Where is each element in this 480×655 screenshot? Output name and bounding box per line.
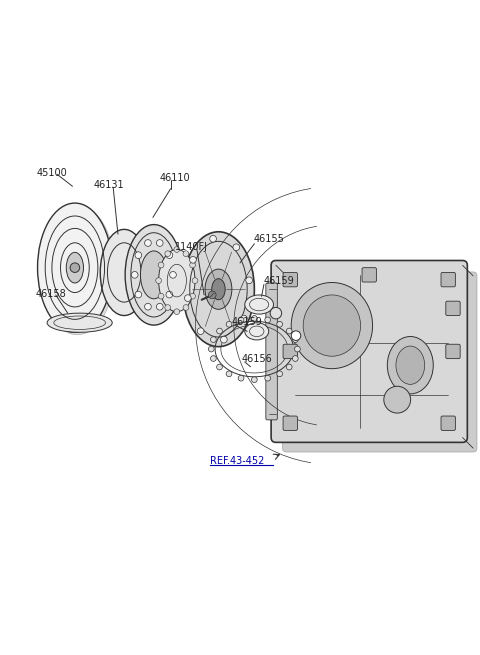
- Circle shape: [277, 371, 283, 377]
- Text: 46159: 46159: [264, 276, 295, 286]
- Circle shape: [169, 272, 176, 278]
- Circle shape: [238, 375, 244, 381]
- Circle shape: [174, 247, 180, 252]
- Circle shape: [165, 305, 170, 310]
- Circle shape: [197, 328, 204, 335]
- FancyBboxPatch shape: [283, 272, 477, 452]
- Circle shape: [295, 346, 300, 352]
- Circle shape: [384, 386, 410, 413]
- Circle shape: [211, 356, 216, 362]
- Circle shape: [158, 293, 164, 299]
- Circle shape: [184, 295, 191, 301]
- Text: 46156: 46156: [241, 354, 272, 364]
- Circle shape: [292, 356, 298, 362]
- Text: 46155: 46155: [253, 234, 284, 244]
- Ellipse shape: [212, 278, 225, 300]
- Circle shape: [135, 291, 142, 298]
- Ellipse shape: [396, 346, 425, 384]
- Circle shape: [220, 336, 227, 343]
- FancyBboxPatch shape: [441, 272, 456, 287]
- Ellipse shape: [100, 229, 148, 316]
- Circle shape: [240, 315, 247, 322]
- Circle shape: [226, 371, 232, 377]
- Circle shape: [287, 328, 292, 334]
- Ellipse shape: [387, 337, 433, 394]
- FancyBboxPatch shape: [271, 261, 468, 442]
- Circle shape: [216, 364, 222, 370]
- Circle shape: [156, 278, 161, 284]
- Circle shape: [190, 293, 195, 299]
- FancyBboxPatch shape: [446, 345, 460, 358]
- Circle shape: [166, 252, 173, 259]
- Circle shape: [216, 328, 222, 334]
- Circle shape: [210, 235, 216, 242]
- FancyBboxPatch shape: [283, 345, 298, 358]
- Ellipse shape: [245, 323, 269, 340]
- Circle shape: [265, 375, 271, 381]
- Ellipse shape: [182, 232, 254, 346]
- FancyBboxPatch shape: [283, 416, 298, 430]
- Circle shape: [165, 251, 170, 257]
- Circle shape: [270, 307, 282, 319]
- Circle shape: [135, 252, 142, 259]
- Circle shape: [277, 322, 283, 327]
- FancyBboxPatch shape: [283, 272, 298, 287]
- Circle shape: [208, 346, 214, 352]
- Circle shape: [246, 277, 252, 284]
- Circle shape: [166, 291, 173, 298]
- Circle shape: [158, 262, 164, 268]
- Text: 46110: 46110: [159, 173, 190, 183]
- Circle shape: [183, 305, 189, 310]
- Ellipse shape: [66, 252, 84, 283]
- Ellipse shape: [40, 206, 115, 335]
- Circle shape: [238, 317, 244, 323]
- Ellipse shape: [303, 295, 360, 356]
- Text: 46158: 46158: [35, 289, 66, 299]
- Circle shape: [233, 244, 240, 251]
- Circle shape: [211, 337, 216, 343]
- Circle shape: [70, 263, 80, 272]
- Circle shape: [132, 272, 138, 278]
- Circle shape: [252, 316, 257, 322]
- Ellipse shape: [125, 225, 182, 325]
- Circle shape: [156, 240, 163, 246]
- Circle shape: [190, 262, 195, 268]
- FancyBboxPatch shape: [441, 416, 456, 430]
- Text: 46131: 46131: [94, 180, 125, 190]
- Text: 45100: 45100: [36, 168, 67, 178]
- Circle shape: [265, 317, 271, 323]
- FancyBboxPatch shape: [266, 283, 277, 420]
- FancyBboxPatch shape: [446, 301, 460, 316]
- Ellipse shape: [291, 282, 372, 369]
- Circle shape: [183, 251, 189, 257]
- FancyBboxPatch shape: [362, 268, 376, 282]
- Circle shape: [208, 291, 216, 299]
- Circle shape: [226, 322, 232, 327]
- Circle shape: [192, 278, 198, 284]
- Text: 46159: 46159: [231, 317, 262, 327]
- Ellipse shape: [245, 295, 274, 314]
- Ellipse shape: [47, 313, 112, 332]
- Circle shape: [291, 331, 301, 341]
- Ellipse shape: [37, 203, 112, 332]
- Circle shape: [252, 377, 257, 383]
- Circle shape: [144, 240, 151, 246]
- Ellipse shape: [141, 251, 167, 299]
- Circle shape: [156, 303, 163, 310]
- Circle shape: [292, 337, 298, 343]
- Circle shape: [190, 257, 196, 263]
- Circle shape: [174, 309, 180, 314]
- Text: REF.43-452: REF.43-452: [210, 456, 264, 466]
- Ellipse shape: [205, 269, 232, 309]
- Ellipse shape: [158, 250, 195, 312]
- Circle shape: [144, 303, 151, 310]
- Circle shape: [287, 364, 292, 370]
- Text: 1140FJ: 1140FJ: [175, 242, 208, 252]
